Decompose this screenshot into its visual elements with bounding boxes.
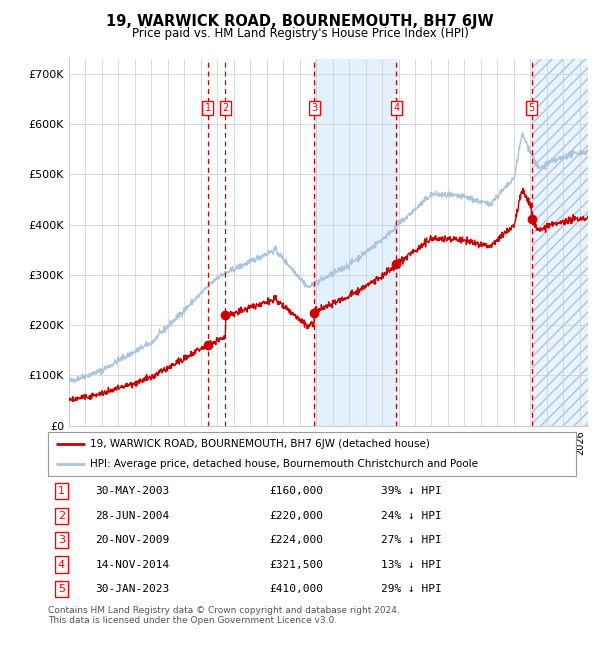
- Text: 4: 4: [58, 560, 65, 569]
- Text: 1: 1: [58, 486, 65, 496]
- Text: 13% ↓ HPI: 13% ↓ HPI: [380, 560, 442, 569]
- Text: 30-MAY-2003: 30-MAY-2003: [95, 486, 170, 496]
- Text: 30-JAN-2023: 30-JAN-2023: [95, 584, 170, 594]
- Text: 28-JUN-2004: 28-JUN-2004: [95, 511, 170, 521]
- Text: 4: 4: [394, 103, 400, 113]
- Text: HPI: Average price, detached house, Bournemouth Christchurch and Poole: HPI: Average price, detached house, Bour…: [90, 459, 478, 469]
- Text: 20-NOV-2009: 20-NOV-2009: [95, 535, 170, 545]
- Bar: [532, 58, 588, 426]
- Bar: [314, 58, 397, 426]
- Text: 39% ↓ HPI: 39% ↓ HPI: [380, 486, 442, 496]
- Bar: [532, 58, 588, 426]
- Text: Price paid vs. HM Land Registry's House Price Index (HPI): Price paid vs. HM Land Registry's House …: [131, 27, 469, 40]
- Text: 3: 3: [311, 103, 317, 113]
- Text: 29% ↓ HPI: 29% ↓ HPI: [380, 584, 442, 594]
- Text: 24% ↓ HPI: 24% ↓ HPI: [380, 511, 442, 521]
- Text: 19, WARWICK ROAD, BOURNEMOUTH, BH7 6JW (detached house): 19, WARWICK ROAD, BOURNEMOUTH, BH7 6JW (…: [90, 439, 430, 448]
- Text: 2: 2: [58, 511, 65, 521]
- Text: £224,000: £224,000: [270, 535, 324, 545]
- FancyBboxPatch shape: [48, 432, 576, 476]
- Text: 5: 5: [58, 584, 65, 594]
- Text: 19, WARWICK ROAD, BOURNEMOUTH, BH7 6JW: 19, WARWICK ROAD, BOURNEMOUTH, BH7 6JW: [106, 14, 494, 29]
- Text: 27% ↓ HPI: 27% ↓ HPI: [380, 535, 442, 545]
- Text: 2: 2: [222, 103, 229, 113]
- Text: 5: 5: [529, 103, 535, 113]
- Text: 3: 3: [58, 535, 65, 545]
- Text: 14-NOV-2014: 14-NOV-2014: [95, 560, 170, 569]
- Text: £220,000: £220,000: [270, 511, 324, 521]
- Text: Contains HM Land Registry data © Crown copyright and database right 2024.
This d: Contains HM Land Registry data © Crown c…: [48, 606, 400, 625]
- Text: 1: 1: [205, 103, 211, 113]
- Text: £410,000: £410,000: [270, 584, 324, 594]
- Text: £160,000: £160,000: [270, 486, 324, 496]
- Text: £321,500: £321,500: [270, 560, 324, 569]
